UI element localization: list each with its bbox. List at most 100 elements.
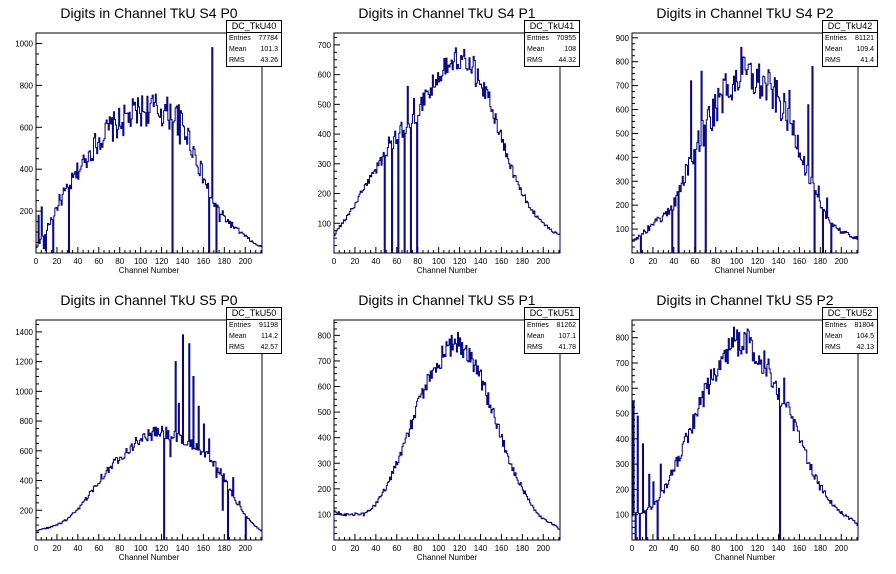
x-tick-label: 40	[371, 257, 380, 266]
y-tick-label: 1000	[15, 39, 33, 48]
stats-rms-value: 42.57	[260, 344, 278, 351]
x-tick-label: 180	[218, 257, 232, 266]
x-tick-label: 0	[34, 544, 39, 553]
x-tick-label: 0	[332, 257, 337, 266]
histogram-line	[35, 334, 263, 541]
x-tick-label: 120	[453, 544, 467, 553]
stats-rms-label: RMS	[527, 344, 543, 351]
x-tick-label: 200	[835, 544, 849, 553]
x-tick-label: 20	[350, 544, 359, 553]
y-tick-label: 200	[318, 190, 332, 199]
histogram-panel-s4-p1: 0 20 40 60 80 100 120 140 160 180 200 100 200 300 400 5…	[298, 0, 596, 287]
y-tick-label: 400	[20, 477, 34, 486]
x-tick-label: 160	[793, 257, 807, 266]
y-tick-label: 1400	[15, 328, 33, 337]
stats-box: DC_TkU50 Entries 91198 Mean 114.2 RMS 42.57	[226, 307, 282, 354]
x-tick-label: 160	[495, 257, 509, 266]
y-tick-label: 700	[318, 357, 332, 366]
x-tick-label: 120	[751, 544, 765, 553]
y-tick-label: 400	[616, 153, 630, 162]
stats-rms-label: RMS	[229, 57, 245, 64]
stats-entries-label: Entries	[825, 35, 847, 42]
y-tick-label: 300	[616, 460, 630, 469]
stats-mean-value: 108	[564, 46, 576, 53]
stats-mean-value: 114.2	[261, 333, 278, 340]
x-tick-label: 180	[814, 544, 828, 553]
x-tick-label: 40	[73, 544, 82, 553]
x-tick-label: 200	[239, 544, 253, 553]
stats-mean-value: 107.1	[558, 333, 576, 340]
y-tick-label: 200	[616, 485, 630, 494]
histogram-panel-s4-p0: 0 20 40 60 80 100 120 140 160 180 200 200 400 600 800 1…	[0, 0, 298, 287]
stats-mean-value: 109.4	[856, 46, 874, 53]
x-tick-label: 140	[176, 544, 190, 553]
x-tick-label: 180	[814, 257, 828, 266]
x-tick-label: 40	[669, 544, 678, 553]
y-tick-label: 500	[616, 410, 630, 419]
plot-frame	[333, 319, 561, 541]
stats-mean-label: Mean	[229, 46, 247, 53]
stats-entries-label: Entries	[229, 322, 251, 329]
y-tick-label: 500	[318, 408, 332, 417]
histogram-plot-s5-p0: 0 20 40 60 80 100 120 140 160 180 200 200 400 600 800 1…	[15, 319, 263, 562]
plot-frame	[35, 319, 263, 541]
x-tick-label: 60	[392, 257, 401, 266]
histogram-plot-s5-p1: 0 20 40 60 80 100 120 140 160 180 200 100 200 300 400 5…	[318, 319, 561, 562]
histogram-line	[35, 47, 263, 254]
y-tick-label: 200	[616, 201, 630, 210]
x-tick-label: 60	[690, 257, 699, 266]
histogram-line	[631, 46, 859, 254]
histogram-line	[631, 326, 859, 541]
y-tick-label: 800	[20, 417, 34, 426]
x-tick-label: 120	[155, 257, 169, 266]
histogram-plot-s5-p2: 0 20 40 60 80 100 120 140 160 180 200 100 200 300 400 5…	[616, 319, 859, 562]
x-tick-label: 20	[648, 544, 657, 553]
stats-box-name: DC_TkU51	[525, 308, 579, 320]
y-tick-label: 800	[616, 334, 630, 343]
x-axis-label: Channel Number	[119, 266, 180, 275]
y-tick-label: 300	[318, 459, 332, 468]
y-tick-label: 200	[20, 506, 34, 515]
stats-entries-value: 81804	[854, 322, 874, 329]
x-tick-label: 60	[94, 257, 103, 266]
y-tick-label: 200	[318, 485, 332, 494]
y-tick-label: 600	[20, 123, 34, 132]
chart-title: Digits in Channel TkU S5 P1	[358, 292, 536, 308]
y-tick-label: 300	[318, 160, 332, 169]
stats-mean-label: Mean	[825, 46, 843, 53]
stats-box-name: DC_TkU42	[823, 21, 877, 33]
y-tick-label: 400	[616, 435, 630, 444]
stats-mean-label: Mean	[527, 46, 545, 53]
stats-mean-value: 101.3	[260, 46, 278, 53]
y-tick-label: 100	[318, 219, 332, 228]
x-tick-label: 40	[669, 257, 678, 266]
stats-entries-value: 77784	[258, 35, 278, 42]
x-tick-label: 100	[432, 257, 446, 266]
y-tick-label: 800	[318, 331, 332, 340]
y-tick-label: 500	[616, 129, 630, 138]
histogram-plot-s4-p1: 0 20 40 60 80 100 120 140 160 180 200 100 200 300 400 5…	[318, 32, 561, 275]
stats-box-name: DC_TkU50	[227, 308, 281, 320]
x-tick-label: 100	[134, 257, 148, 266]
x-tick-label: 0	[630, 257, 635, 266]
y-tick-label: 100	[318, 510, 332, 519]
y-tick-label: 600	[318, 383, 332, 392]
stats-entries-value: 81121	[855, 35, 874, 42]
stats-rms-value: 43.26	[260, 57, 278, 64]
x-tick-label: 160	[495, 544, 509, 553]
y-tick-label: 400	[20, 165, 34, 174]
y-tick-label: 700	[318, 41, 332, 50]
x-tick-label: 200	[537, 544, 551, 553]
chart-title: Digits in Channel TkU S5 P2	[656, 292, 834, 308]
histogram-plot-s4-p2: 0 20 40 60 80 100 120 140 160 180 200 100 200 300 400 5…	[616, 32, 859, 275]
y-tick-label: 100	[616, 511, 630, 520]
stats-rms-label: RMS	[527, 57, 543, 64]
chart-title: Digits in Channel TkU S4 P0	[60, 5, 238, 21]
stats-entries-value: 81262	[556, 322, 576, 329]
stats-rms-value: 41.4	[860, 57, 874, 64]
histogram-panel-s5-p2: 0 20 40 60 80 100 120 140 160 180 200 100 200 300 400 5…	[596, 287, 894, 574]
stats-rms-value: 42.13	[856, 344, 874, 351]
x-tick-label: 20	[350, 257, 359, 266]
x-tick-label: 140	[474, 544, 488, 553]
